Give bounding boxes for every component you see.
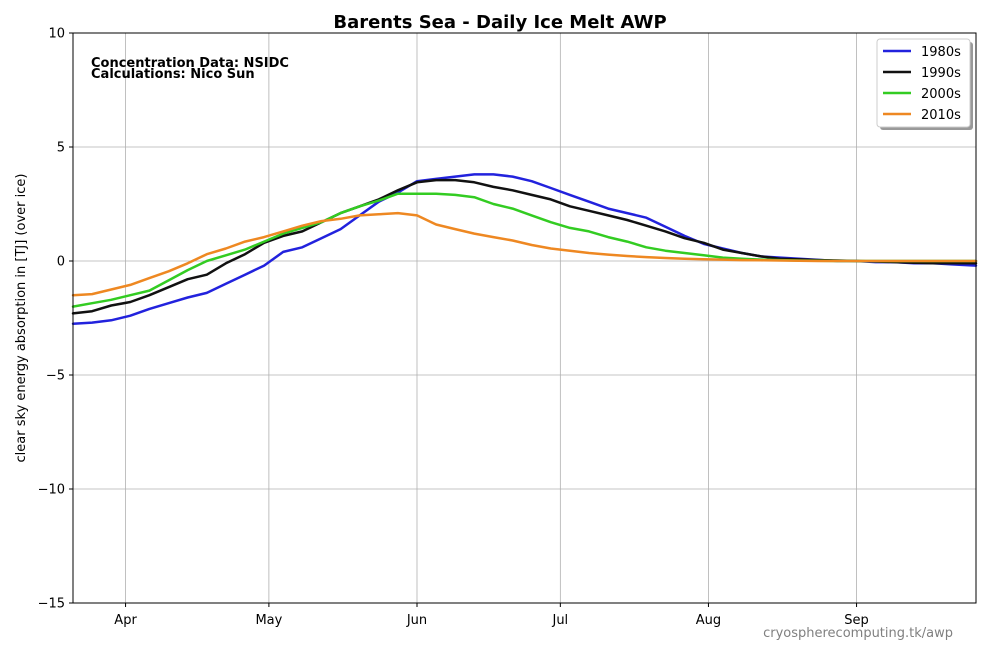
y-tick-label-0: 10 <box>48 27 65 42</box>
legend-label-1990s: 1990s <box>921 66 961 81</box>
x-tick-label-0: Apr <box>114 613 137 628</box>
x-tick-label-1: May <box>255 613 282 628</box>
legend: 1980s 1990s 2000s 2010s <box>876 38 973 130</box>
y-tick-label-1: 5 <box>57 141 65 156</box>
series-lines <box>71 173 978 325</box>
series-line-2000s <box>71 192 978 308</box>
legend-label-1980s: 1980s <box>921 45 961 60</box>
x-tick-label-5: Sep <box>844 613 869 628</box>
legend-box <box>876 38 971 128</box>
legend-label-2000s: 2000s <box>921 87 961 102</box>
grid <box>73 32 976 604</box>
series-line-2010s <box>71 211 978 297</box>
y-tick-label-4: −10 <box>38 483 65 498</box>
chart-title: Barents Sea - Daily Ice Melt AWP <box>333 12 666 33</box>
series-line-1980s <box>71 173 978 325</box>
plot-frame <box>72 32 977 604</box>
y-tick-label-2: 0 <box>57 255 65 270</box>
x-tick-label-2: Jun <box>406 613 427 628</box>
y-tick-label-3: −5 <box>46 369 65 384</box>
legend-label-2010s: 2010s <box>921 108 961 123</box>
axis-ticks: 10 5 0 −5 −10 −15 Apr May Jun Jul Aug Sep <box>38 27 869 629</box>
x-tick-label-3: Jul <box>551 613 568 628</box>
y-tick-label-5: −15 <box>38 597 65 612</box>
annotation-calculations: Calculations: Nico Sun <box>91 67 255 82</box>
x-tick-label-4: Aug <box>696 613 721 628</box>
y-axis-label: clear sky energy absorption in [TJ] (ove… <box>14 174 29 463</box>
source-credit: cryospherecomputing.tk/awp <box>763 626 953 641</box>
annotation-data-source: Concentration Data: NSIDC <box>91 56 289 71</box>
